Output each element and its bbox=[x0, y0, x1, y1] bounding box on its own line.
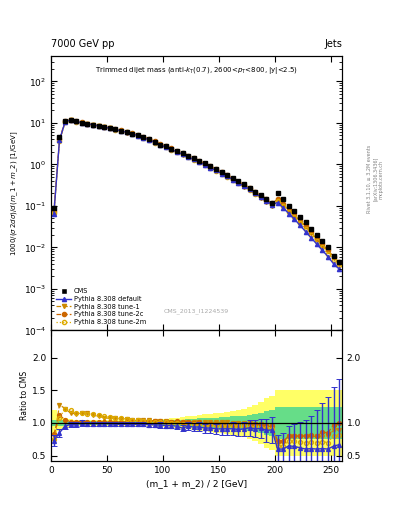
Text: mcplots.cern.ch: mcplots.cern.ch bbox=[379, 160, 384, 199]
Y-axis label: $1000/(\sigma\,2d\sigma)/d(m\_1 + m\_2)$ [1/GeV]: $1000/(\sigma\,2d\sigma)/d(m\_1 + m\_2)$… bbox=[9, 131, 20, 256]
Legend: CMS, Pythia 8.308 default, Pythia 8.308 tune-1, Pythia 8.308 tune-2c, Pythia 8.3: CMS, Pythia 8.308 default, Pythia 8.308 … bbox=[54, 286, 148, 327]
Text: 7000 GeV pp: 7000 GeV pp bbox=[51, 38, 115, 49]
Text: CMS_2013_I1224539: CMS_2013_I1224539 bbox=[164, 308, 229, 314]
Y-axis label: Ratio to CMS: Ratio to CMS bbox=[20, 371, 29, 420]
Text: Rivet 3.1.10, ≥ 3.2M events: Rivet 3.1.10, ≥ 3.2M events bbox=[367, 145, 372, 214]
X-axis label: (m_1 + m_2) / 2 [GeV]: (m_1 + m_2) / 2 [GeV] bbox=[146, 479, 247, 488]
Text: [arXiv:1306.3436]: [arXiv:1306.3436] bbox=[373, 157, 378, 201]
Text: Trimmed dijet mass (anti-$k_{\rm T}$(0.7), 2600<$p_{\rm T}$<800, |y|<2.5): Trimmed dijet mass (anti-$k_{\rm T}$(0.7… bbox=[95, 65, 298, 76]
Text: Jets: Jets bbox=[324, 38, 342, 49]
